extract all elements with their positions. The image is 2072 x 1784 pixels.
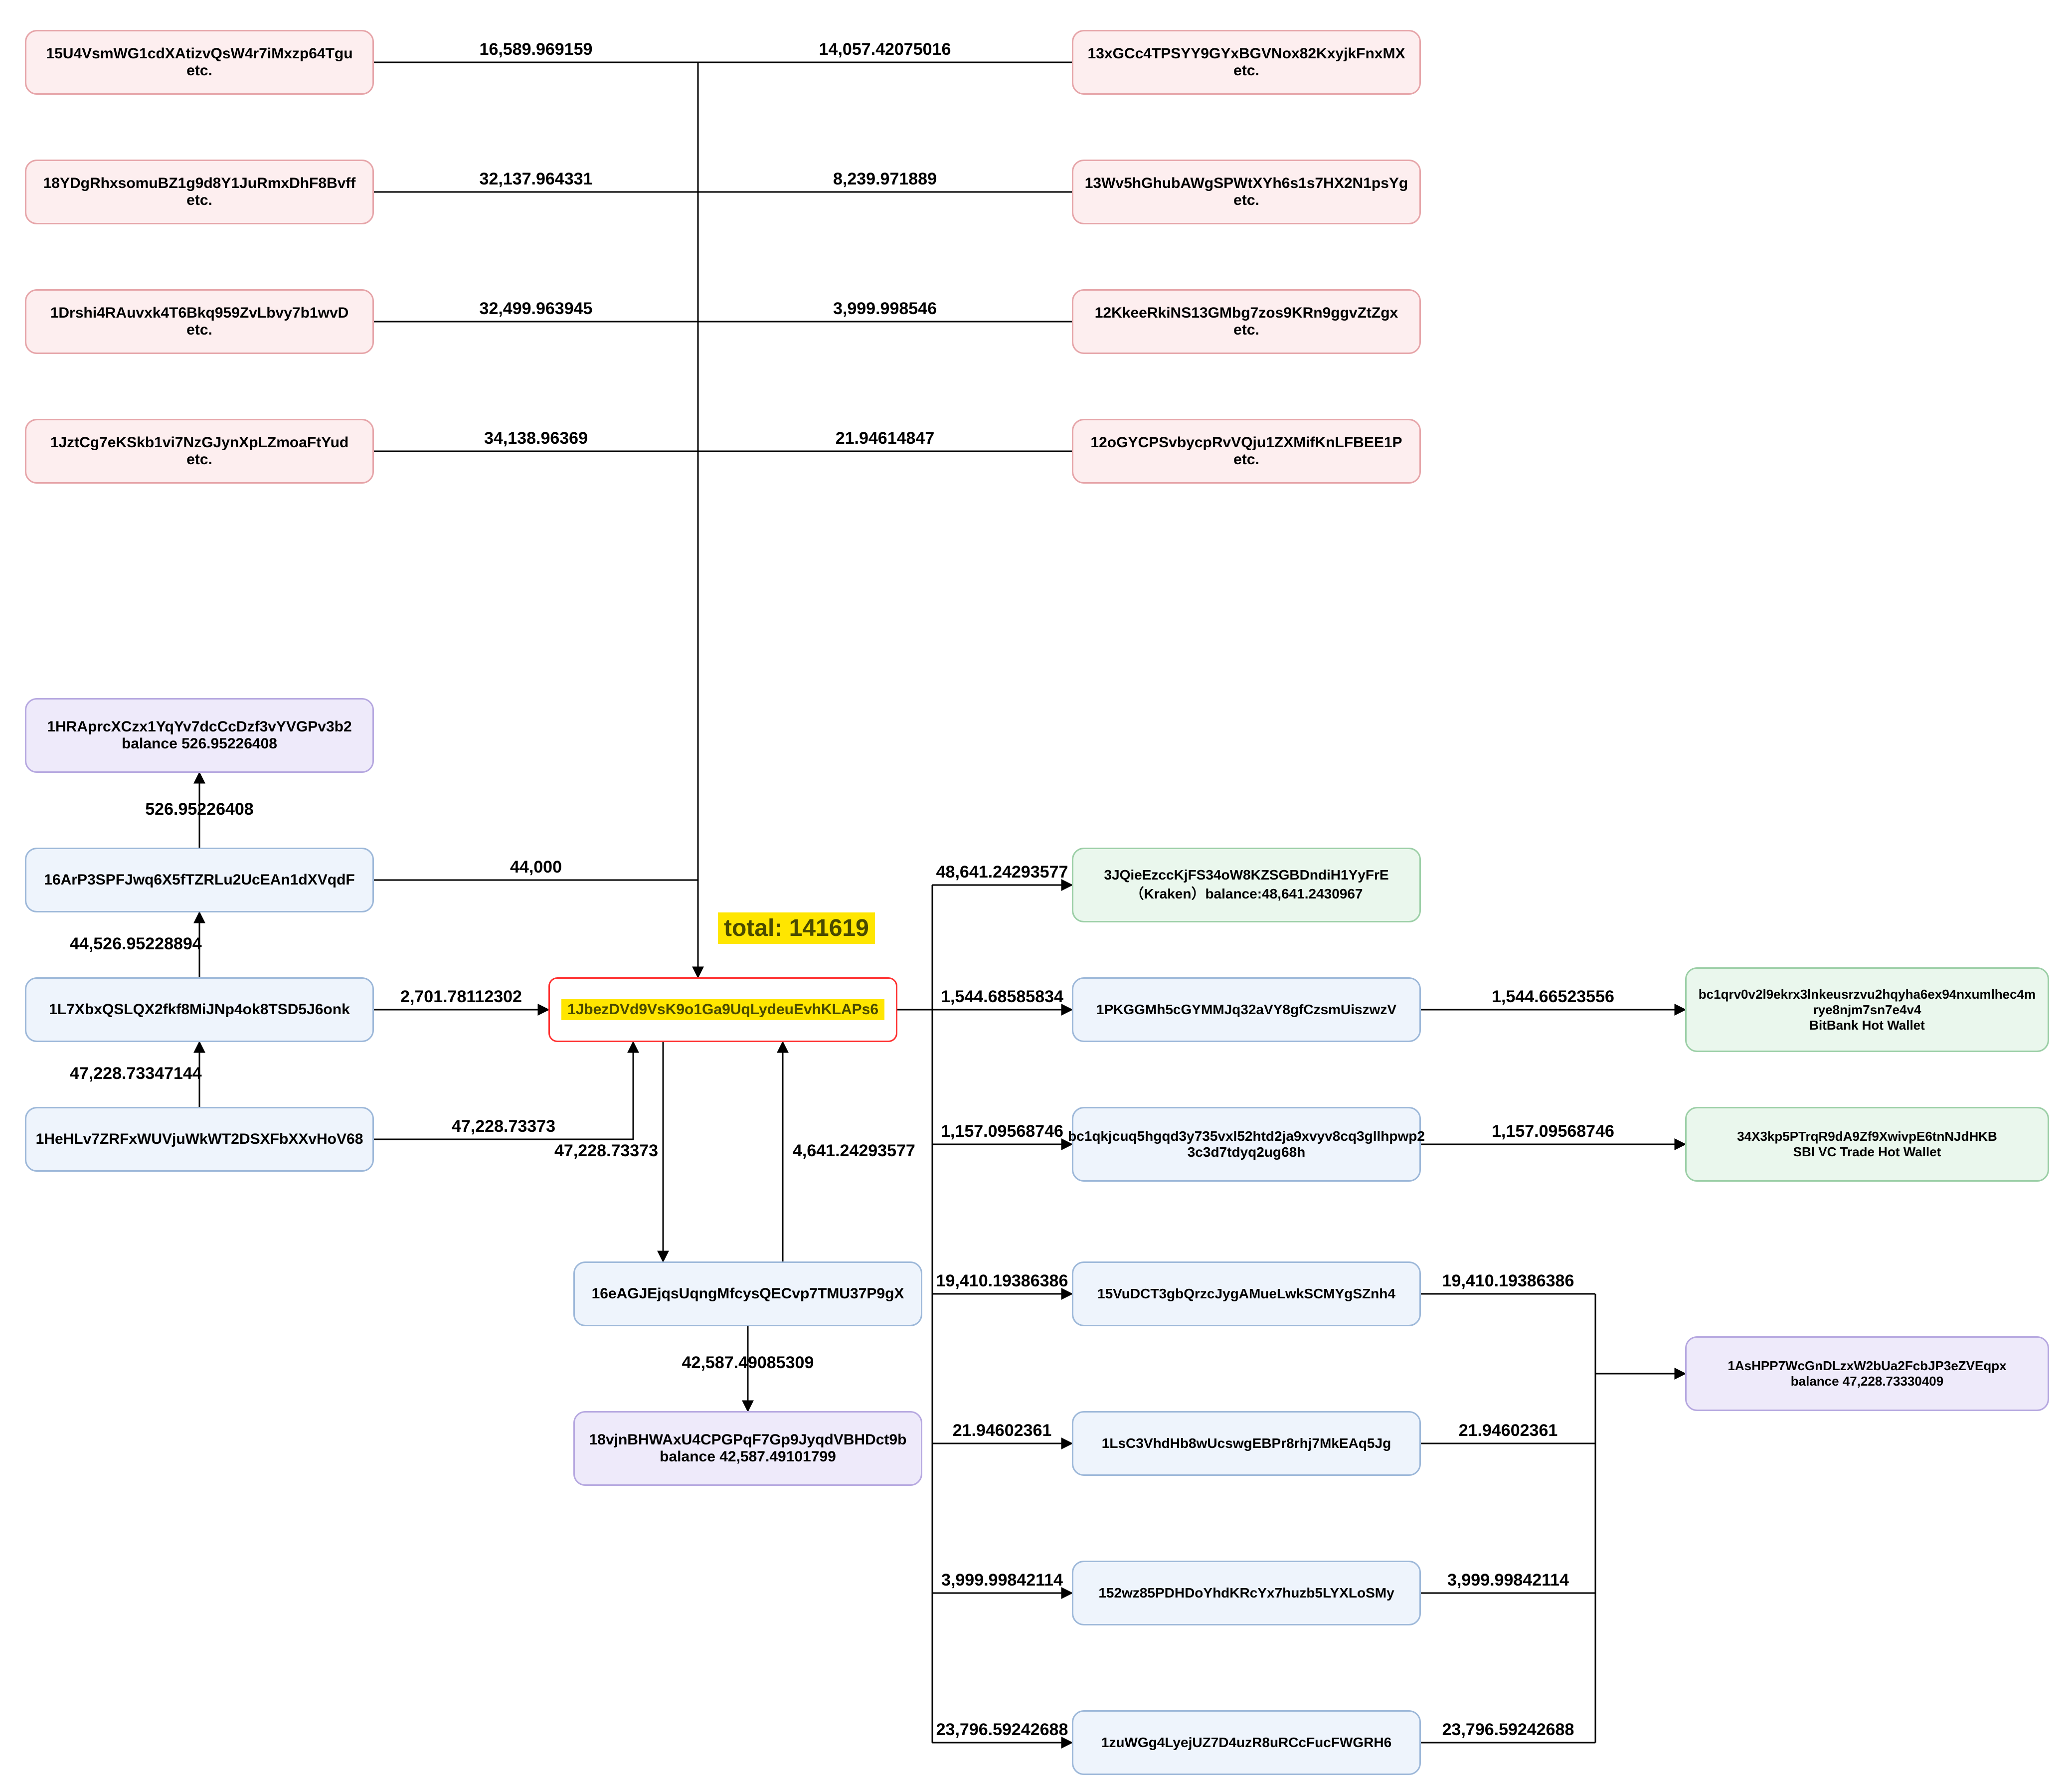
pink-left-4-line-0: 1JztCg7eKSkb1vi7NzGJynXpLZmoaFtYud etc. — [36, 434, 362, 468]
blue-left-3: 1HeHLv7ZRFxWUVjuWkWT2DSXFbXXvHoV68 — [25, 1107, 374, 1172]
elabel-rb7: 23,796.59242688 — [1442, 1720, 1574, 1740]
elabel-bl1r: 44,000 — [510, 858, 562, 877]
right-3-line-0: bc1qkjcuq5hgqd3y735vxl52htd2ja9xvyv8cq3g… — [1068, 1128, 1425, 1144]
pink-left-2-line-0: 18YDgRhxsomuBZ1g9d8Y1JuRmxDhF8Bvff etc. — [36, 175, 362, 209]
elabel-r3b: 1,157.09568746 — [1492, 1122, 1614, 1141]
center-node: 1JbezDVd9VsK9o1Ga9UqLydeuEvhKLAPs6 — [548, 977, 897, 1042]
elabel-ra7: 23,796.59242688 — [936, 1720, 1068, 1740]
elabel-pr4: 21.94614847 — [836, 429, 935, 448]
pink-right-1-line-0: 13xGCc4TPSYY9GYxBGVNox82KxyjkFnxMX etc. — [1083, 45, 1409, 79]
pink-left-4: 1JztCg7eKSkb1vi7NzGJynXpLZmoaFtYud etc. — [25, 419, 374, 484]
elabel-r2b: 1,544.66523556 — [1492, 987, 1614, 1007]
far-3-line-0: 1AsHPP7WcGnDLzxW2bUa2FcbJP3eZVEqpx — [1727, 1358, 2006, 1374]
elabel-midpurple: 42,587.49085309 — [682, 1353, 814, 1373]
mid-box-line-0: 16eAGJEjqsUqngMfcysQECvp7TMU37P9gX — [592, 1285, 904, 1302]
pink-right-3: 12KkeeRkiNS13GMbg7zos9KRn9ggvZtZgx etc. — [1072, 289, 1421, 354]
right-3: bc1qkjcuq5hgqd3y735vxl52htd2ja9xvyv8cq3g… — [1072, 1107, 1421, 1182]
right-6-line-0: 152wz85PDHDoYhdKRcYx7huzb5LYXLoSMy — [1098, 1585, 1394, 1601]
far-2-line-1: SBI VC Trade Hot Wallet — [1793, 1144, 1941, 1160]
far-1-line-2: BitBank Hot Wallet — [1809, 1018, 1925, 1033]
elabel-pl2: 32,137.964331 — [480, 170, 593, 189]
purple-top-line-0: 1HRAprcXCzx1YqYv7dcCcDzf3vYVGPv3b2 — [47, 718, 351, 735]
right-2-line-0: 1PKGGMh5cGYMMJq32aVY8gfCzsmUiszwzV — [1096, 1002, 1396, 1018]
purple-top-line-1: balance 526.95226408 — [122, 735, 277, 752]
elabel-pl4: 34,138.96369 — [484, 429, 588, 448]
elabel-bl23: 47,228.73347144 — [70, 1064, 202, 1083]
elabel-purpletop: 526.95226408 — [145, 800, 253, 819]
elabel-rb4: 19,410.19386386 — [1442, 1271, 1574, 1291]
elabel-pl3: 32,499.963945 — [480, 299, 593, 319]
mid-purple: 18vjnBHWAxU4CPGPqF7Gp9JyqdVBHDct9bbalanc… — [573, 1411, 922, 1486]
far-3: 1AsHPP7WcGnDLzxW2bUa2FcbJP3eZVEqpxbalanc… — [1685, 1336, 2049, 1411]
elabel-pr3: 3,999.998546 — [833, 299, 937, 319]
right-4-line-0: 15VuDCT3gbQrzcJygAMueLwkSCMYgSZnh4 — [1097, 1286, 1395, 1302]
center-address: 1JbezDVd9VsK9o1Ga9UqLydeuEvhKLAPs6 — [561, 999, 884, 1020]
right-5: 1LsC3VhdHb8wUcswgEBPr8rhj7MkEAq5Jg — [1072, 1411, 1421, 1476]
pink-left-2: 18YDgRhxsomuBZ1g9d8Y1JuRmxDhF8Bvff etc. — [25, 160, 374, 224]
elabel-bl3r: 47,228.73373 — [452, 1117, 555, 1136]
pink-left-3: 1Drshi4RAuvxk4T6Bkq959ZvLbvy7b1wvD etc. — [25, 289, 374, 354]
pink-right-2-line-0: 13Wv5hGhubAWgSPWtXYh6s1s7HX2N1psYg etc. — [1083, 175, 1409, 209]
elabel-pr1: 14,057.42075016 — [819, 40, 951, 59]
far-2: 34X3kp5PTrqR9dA9Zf9XwivpE6tnNJdHKBSBI VC… — [1685, 1107, 2049, 1182]
far-2-line-0: 34X3kp5PTrqR9dA9Zf9XwivpE6tnNJdHKB — [1737, 1129, 1997, 1144]
right-5-line-0: 1LsC3VhdHb8wUcswgEBPr8rhj7MkEAq5Jg — [1102, 1435, 1391, 1451]
right-2: 1PKGGMh5cGYMMJq32aVY8gfCzsmUiszwzV — [1072, 977, 1421, 1042]
pink-left-3-line-0: 1Drshi4RAuvxk4T6Bkq959ZvLbvy7b1wvD etc. — [36, 305, 362, 339]
total-label: total: 141619 — [718, 912, 875, 944]
elabel-ra1: 48,641.24293577 — [936, 863, 1068, 882]
mid-purple-line-1: balance 42,587.49101799 — [660, 1448, 836, 1465]
elabel-rb6: 3,999.99842114 — [1447, 1571, 1569, 1590]
elabel-cm-down: 47,228.73373 — [554, 1141, 658, 1161]
right-6: 152wz85PDHDoYhdKRcYx7huzb5LYXLoSMy — [1072, 1561, 1421, 1625]
right-4: 15VuDCT3gbQrzcJygAMueLwkSCMYgSZnh4 — [1072, 1261, 1421, 1326]
far-1-line-0: bc1qrv0v2l9ekrx3lnkeusrzvu2hqyha6ex94nxu… — [1699, 987, 2036, 1002]
elabel-ra4: 19,410.19386386 — [936, 1271, 1068, 1291]
elabel-rb5: 21.94602361 — [1459, 1421, 1558, 1440]
blue-left-1-line-0: 16ArP3SPFJwq6X5fTZRLu2UcEAn1dXVqdF — [44, 872, 354, 889]
blue-left-2-line-0: 1L7XbxQSLQX2fkf8MiJNp4ok8TSD5J6onk — [49, 1001, 350, 1018]
pink-right-3-line-0: 12KkeeRkiNS13GMbg7zos9KRn9ggvZtZgx etc. — [1083, 305, 1409, 339]
diagram-stage: 15U4VsmWG1cdXAtizvQsW4r7iMxzp64Tgu etc. 1… — [0, 0, 2072, 1784]
elabel-bl2r: 2,701.78112302 — [400, 987, 522, 1007]
elabel-ra3: 1,157.09568746 — [941, 1122, 1063, 1141]
mid-box: 16eAGJEjqsUqngMfcysQECvp7TMU37P9gX — [573, 1261, 922, 1326]
blue-left-2: 1L7XbxQSLQX2fkf8MiJNp4ok8TSD5J6onk — [25, 977, 374, 1042]
pink-right-4: 12oGYCPSvbycpRvVQju1ZXMifKnLFBEE1P etc. — [1072, 419, 1421, 484]
pink-right-4-line-0: 12oGYCPSvbycpRvVQju1ZXMifKnLFBEE1P etc. — [1083, 434, 1409, 468]
elabel-ra6: 3,999.99842114 — [941, 1571, 1063, 1590]
right-1: 3JQieEzccKjFS34oW8KZSGBDndiH1YyFrE（Krake… — [1072, 848, 1421, 922]
right-3-line-1: 3c3d7tdyq2ug68h — [1188, 1144, 1306, 1160]
purple-top: 1HRAprcXCzx1YqYv7dcCcDzf3vYVGPv3b2balanc… — [25, 698, 374, 773]
elabel-ra2: 1,544.68585834 — [941, 987, 1063, 1007]
blue-left-3-line-0: 1HeHLv7ZRFxWUVjuWkWT2DSXFbXXvHoV68 — [36, 1131, 363, 1148]
elabel-pr2: 8,239.971889 — [833, 170, 937, 189]
blue-left-1: 16ArP3SPFJwq6X5fTZRLu2UcEAn1dXVqdF — [25, 848, 374, 912]
elabel-cm-up: 4,641.24293577 — [793, 1141, 915, 1161]
pink-left-1-line-0: 15U4VsmWG1cdXAtizvQsW4r7iMxzp64Tgu etc. — [36, 45, 362, 79]
elabel-ra5: 21.94602361 — [953, 1421, 1052, 1440]
far-1-line-1: rye8njm7sn7e4v4 — [1813, 1002, 1921, 1018]
right-1-line-1: （Kraken）balance:48,641.2430967 — [1130, 883, 1363, 903]
far-3-line-1: balance 47,228.73330409 — [1791, 1374, 1943, 1389]
pink-right-1: 13xGCc4TPSYY9GYxBGVNox82KxyjkFnxMX etc. — [1072, 30, 1421, 95]
elabel-bl12: 44,526.95228894 — [70, 934, 202, 954]
right-7: 1zuWGg4LyejUZ7D4uzR8uRCcFucFWGRH6 — [1072, 1710, 1421, 1775]
pink-left-1: 15U4VsmWG1cdXAtizvQsW4r7iMxzp64Tgu etc. — [25, 30, 374, 95]
pink-right-2: 13Wv5hGhubAWgSPWtXYh6s1s7HX2N1psYg etc. — [1072, 160, 1421, 224]
right-7-line-0: 1zuWGg4LyejUZ7D4uzR8uRCcFucFWGRH6 — [1101, 1735, 1391, 1751]
mid-purple-line-0: 18vjnBHWAxU4CPGPqF7Gp9JyqdVBHDct9b — [589, 1431, 907, 1448]
far-1: bc1qrv0v2l9ekrx3lnkeusrzvu2hqyha6ex94nxu… — [1685, 967, 2049, 1052]
elabel-pl1: 16,589.969159 — [480, 40, 593, 59]
right-1-line-0: 3JQieEzccKjFS34oW8KZSGBDndiH1YyFrE — [1104, 867, 1388, 883]
